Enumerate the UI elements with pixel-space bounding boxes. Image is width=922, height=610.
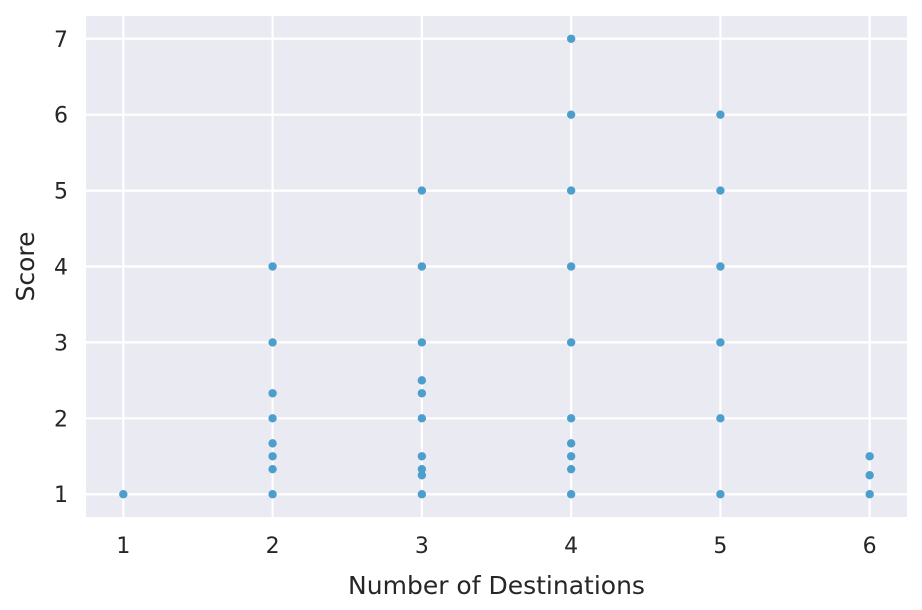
data-point: [417, 389, 427, 398]
y-tick-label: 2: [54, 407, 68, 432]
data-point: [716, 110, 725, 119]
x-tick-label: 3: [415, 534, 429, 559]
y-axis-label: Score: [11, 231, 40, 301]
data-point: [865, 490, 874, 499]
data-point: [268, 338, 277, 347]
data-point: [268, 452, 277, 461]
data-point: [566, 464, 576, 474]
data-point: [417, 452, 427, 461]
y-tick-label: 1: [54, 483, 68, 508]
x-tick-labels: 1 2 3 4 5 6: [116, 534, 876, 559]
data-point: [268, 490, 277, 499]
data-point: [716, 186, 725, 195]
data-point: [268, 439, 277, 448]
data-point: [566, 262, 576, 271]
x-tick-label: 2: [266, 534, 280, 559]
x-tick-label: 5: [713, 534, 727, 559]
data-point: [716, 262, 725, 271]
data-point: [268, 389, 277, 398]
data-point: [417, 414, 427, 423]
data-point: [716, 338, 725, 347]
data-point: [566, 110, 576, 119]
data-point: [566, 452, 576, 461]
data-point: [716, 414, 725, 423]
data-point: [566, 186, 576, 195]
data-point: [566, 439, 576, 448]
y-tick-label: 3: [54, 331, 68, 356]
data-point: [417, 376, 427, 385]
data-point: [417, 490, 427, 499]
data-point: [566, 34, 576, 43]
y-tick-label: 4: [54, 256, 68, 281]
data-point: [417, 186, 427, 195]
data-point: [417, 338, 427, 347]
data-point: [716, 490, 725, 499]
x-tick-label: 1: [116, 534, 130, 559]
x-axis-label: Number of Destinations: [348, 571, 645, 600]
data-point: [417, 464, 427, 474]
y-tick-label: 6: [54, 104, 68, 129]
data-point: [119, 490, 128, 499]
data-point: [566, 338, 576, 347]
data-points: [119, 34, 874, 499]
data-point: [268, 414, 277, 423]
x-tick-label: 4: [564, 534, 578, 559]
data-point: [865, 452, 874, 461]
data-point: [417, 471, 427, 480]
data-point: [268, 464, 277, 474]
data-point: [566, 490, 576, 499]
y-tick-labels: 1 2 3 4 5 6 7: [54, 28, 68, 508]
x-tick-label: 6: [863, 534, 877, 559]
data-point: [865, 471, 874, 480]
y-tick-label: 5: [54, 180, 68, 205]
y-tick-label: 7: [54, 28, 68, 53]
data-point: [268, 262, 277, 271]
data-point: [566, 414, 576, 423]
data-point: [417, 262, 427, 271]
